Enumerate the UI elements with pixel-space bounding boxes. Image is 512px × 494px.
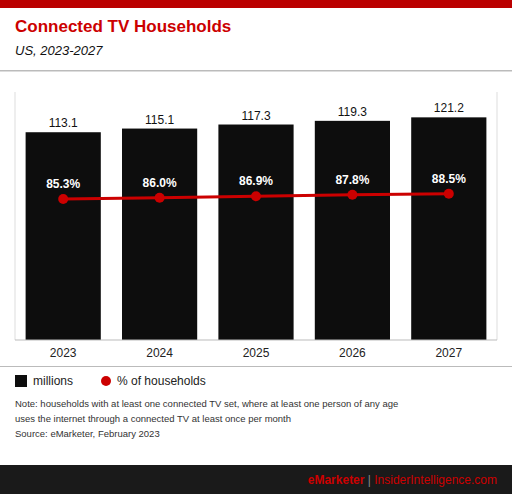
bar — [411, 117, 486, 340]
line-label: 88.5% — [432, 172, 466, 186]
background — [0, 0, 512, 494]
marker — [58, 194, 68, 204]
x-tick-label: 2024 — [146, 346, 173, 360]
legend-swatch — [101, 376, 111, 386]
baseline — [15, 340, 497, 341]
note: Note: households with at least one conne… — [15, 398, 398, 409]
x-tick-label: 2026 — [339, 346, 366, 360]
line-label: 85.3% — [46, 177, 80, 191]
legend-label: % of households — [117, 374, 206, 388]
plot-marks — [26, 117, 487, 340]
x-tick-label: 2027 — [435, 346, 462, 360]
note: uses the internet through a connected TV… — [15, 413, 291, 424]
x-tick-label: 2023 — [50, 346, 77, 360]
bar-label: 119.3 — [338, 105, 367, 119]
legend-swatch — [15, 375, 27, 387]
chart: Connected TV Households US, 2023-2027 113.… — [0, 0, 512, 494]
marker — [347, 190, 357, 200]
footer — [0, 465, 512, 494]
footer-text: eMarketer | InsiderIntelligence.com — [308, 473, 497, 487]
bar-label: 117.3 — [241, 109, 270, 123]
title: Connected TV Households — [15, 17, 231, 36]
bar-label: 113.1 — [49, 116, 78, 130]
note: Source: eMarketer, February 2023 — [15, 428, 160, 439]
legend-label: millions — [33, 374, 73, 388]
top-stripe — [0, 0, 512, 8]
line-label: 87.8% — [335, 173, 369, 187]
legend: millions % of households — [15, 374, 206, 388]
subtitle: US, 2023-2027 — [15, 43, 103, 58]
x-tick-label: 2025 — [243, 346, 270, 360]
bar-label: 115.1 — [145, 113, 174, 127]
footer-item: | — [364, 473, 374, 487]
footer-item: InsiderIntelligence.com — [374, 473, 497, 487]
bar-label: 121.2 — [434, 101, 464, 115]
line-label: 86.0% — [143, 176, 177, 190]
divider — [0, 70, 512, 72]
footer-item: eMarketer — [308, 473, 365, 487]
line-label: 86.9% — [239, 174, 273, 188]
marker — [155, 193, 165, 203]
divider — [0, 366, 512, 367]
marker — [444, 189, 454, 199]
bar — [26, 132, 101, 340]
marker — [251, 191, 261, 201]
y-axis-line — [15, 92, 16, 340]
y2-axis-line — [497, 92, 498, 340]
bar — [315, 121, 390, 340]
bar — [122, 129, 197, 340]
bar — [218, 125, 293, 340]
data-labels: 113.1 115.1 117.3 119.3 121.2 85.3% 86.0% 86.9%… — [46, 101, 466, 191]
